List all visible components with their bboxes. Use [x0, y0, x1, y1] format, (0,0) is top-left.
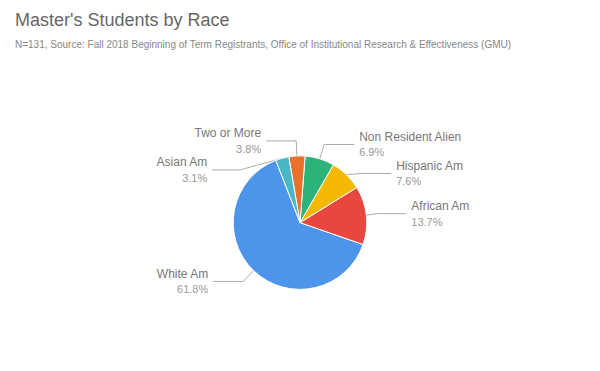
svg-text:Hispanic Am: Hispanic Am [396, 159, 463, 173]
svg-text:3.1%: 3.1% [182, 172, 207, 184]
svg-text:Two or More: Two or More [195, 126, 262, 140]
svg-text:7.6%: 7.6% [396, 175, 421, 187]
svg-text:African Am: African Am [411, 199, 469, 213]
svg-text:6.9%: 6.9% [359, 146, 384, 158]
svg-text:Asian Am: Asian Am [157, 155, 208, 169]
svg-text:13.7%: 13.7% [411, 216, 442, 228]
svg-text:61.8%: 61.8% [177, 283, 208, 295]
svg-text:Master's Students by Race: Master's Students by Race [15, 10, 230, 30]
svg-text:3.8%: 3.8% [236, 143, 261, 155]
svg-text:White Am: White Am [157, 267, 208, 281]
svg-text:N=131, Source: Fall 2018 Begin: N=131, Source: Fall 2018 Beginning of Te… [15, 39, 511, 50]
svg-text:Non Resident Alien: Non Resident Alien [359, 130, 461, 144]
